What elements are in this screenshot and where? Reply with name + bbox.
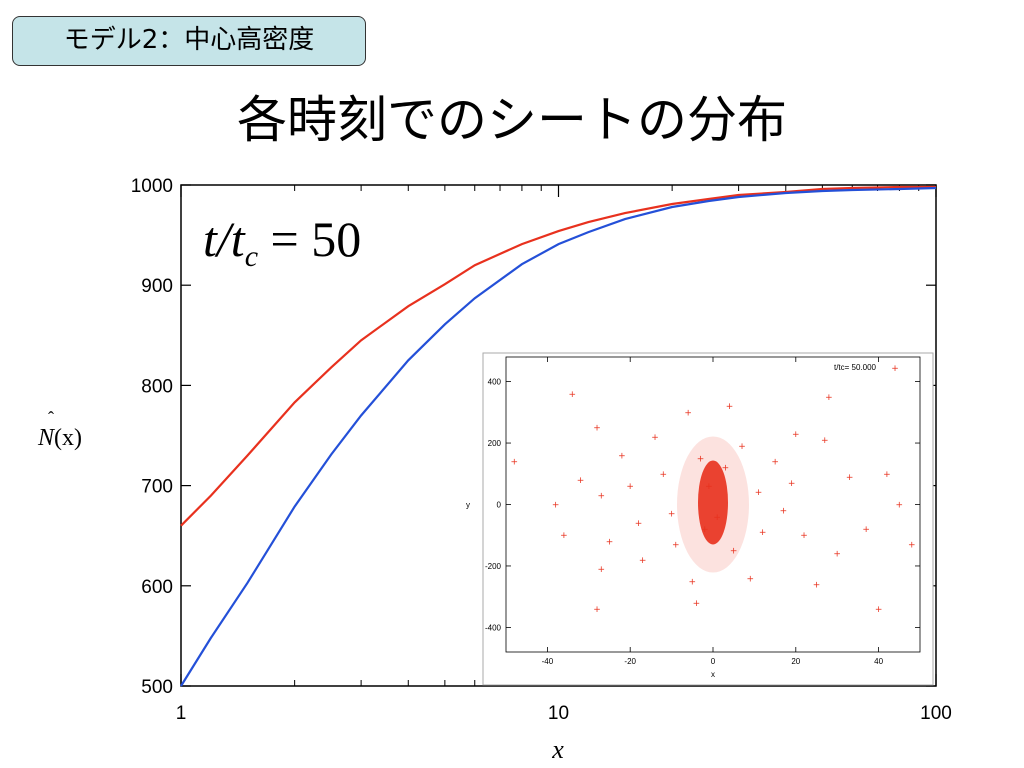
y-axis-label: N(x) [37,425,82,451]
x-axis-label: x [551,735,564,764]
scatter-point: + [635,519,643,529]
inset-x-tick-label: -40 [542,657,554,666]
inset-x-tick-label: 0 [711,657,716,666]
scatter-point: + [705,482,713,492]
scatter-point: + [597,491,605,501]
x-tick-label: 1 [176,703,187,724]
scatter-point: + [726,402,734,412]
scatter-point: + [560,531,568,541]
y-tick-label: 500 [141,677,173,698]
y-tick-label: 600 [141,577,173,598]
y-tick-label: 700 [141,477,173,498]
scatter-point: + [713,513,721,523]
y-axis-label-hat: ˆ [48,408,54,428]
scatter-point: + [552,501,560,511]
inset-y-tick-label: 200 [488,439,502,448]
scatter-point: + [780,507,788,517]
scatter-point: + [833,550,841,560]
inset-y-tick-label: -400 [485,623,502,632]
scatter-point: + [626,482,634,492]
y-tick-label: 900 [141,276,173,297]
scatter-point: + [821,436,829,446]
scatter-point: + [896,501,904,511]
scatter-point: + [738,442,746,452]
scatter-point: + [730,547,738,557]
scatter-point: + [883,470,891,480]
scatter-point: + [597,565,605,575]
y-tick-label: 800 [141,376,173,397]
scatter-point: + [746,574,754,584]
blue-series-line [180,186,937,687]
scatter-point: + [511,457,519,467]
x-tick-label: 100 [920,703,952,724]
red-series-line [180,185,936,527]
scatter-point: + [689,577,697,587]
inset-y-axis-label: y [466,501,470,510]
scatter-point: + [593,424,601,434]
scatter-point: + [846,473,854,483]
scatter-point: + [701,525,709,535]
scatter-point: + [684,408,692,418]
scatter-point: + [862,525,870,535]
scatter-point: + [660,470,668,480]
scatter-point: + [788,479,796,489]
x-tick-label: 10 [548,703,569,724]
scatter-point: + [771,457,779,467]
scatter-point: + [639,556,647,566]
scatter-point: + [908,540,916,550]
scatter-point: + [800,531,808,541]
inset-x-tick-label: 40 [874,657,883,666]
time-annotation: t/tc = 50 [203,211,361,273]
scatter-point: + [722,464,730,474]
scatter-point: + [693,599,701,609]
scatter-point: + [606,537,614,547]
dense-core-points [698,460,728,545]
inset-legend-label: t/tc= 50.000 [834,363,877,372]
scatter-point: + [672,540,680,550]
inset-legend-marker: + [891,364,899,374]
scatter-point: + [825,393,833,403]
inset-y-tick-label: 400 [488,378,502,387]
scatter-point: + [875,605,883,615]
scatter-point: + [618,451,626,461]
scatter-point: + [668,510,676,520]
inset-x-tick-label: -20 [624,657,636,666]
scatter-point: + [577,476,585,486]
model-badge: モデル2：中心高密度 [12,16,366,66]
dense-halo-points [677,436,749,573]
y-tick-label: 1000 [131,176,173,197]
scatter-point: + [813,580,821,590]
scatter-point: + [755,488,763,498]
scatter-point: + [697,454,705,464]
scatter-point: + [593,605,601,615]
inset-y-tick-label: 0 [497,501,502,510]
scatter-point: + [792,430,800,440]
scatter-point: + [759,528,767,538]
scatter-point: + [568,390,576,400]
scatter-point: + [651,433,659,443]
slide-title: 各時刻でのシートの分布 [237,91,787,149]
inset-x-tick-label: 20 [791,657,800,666]
inset-x-axis-label: x [711,670,715,679]
inset-y-tick-label: -200 [485,562,502,571]
